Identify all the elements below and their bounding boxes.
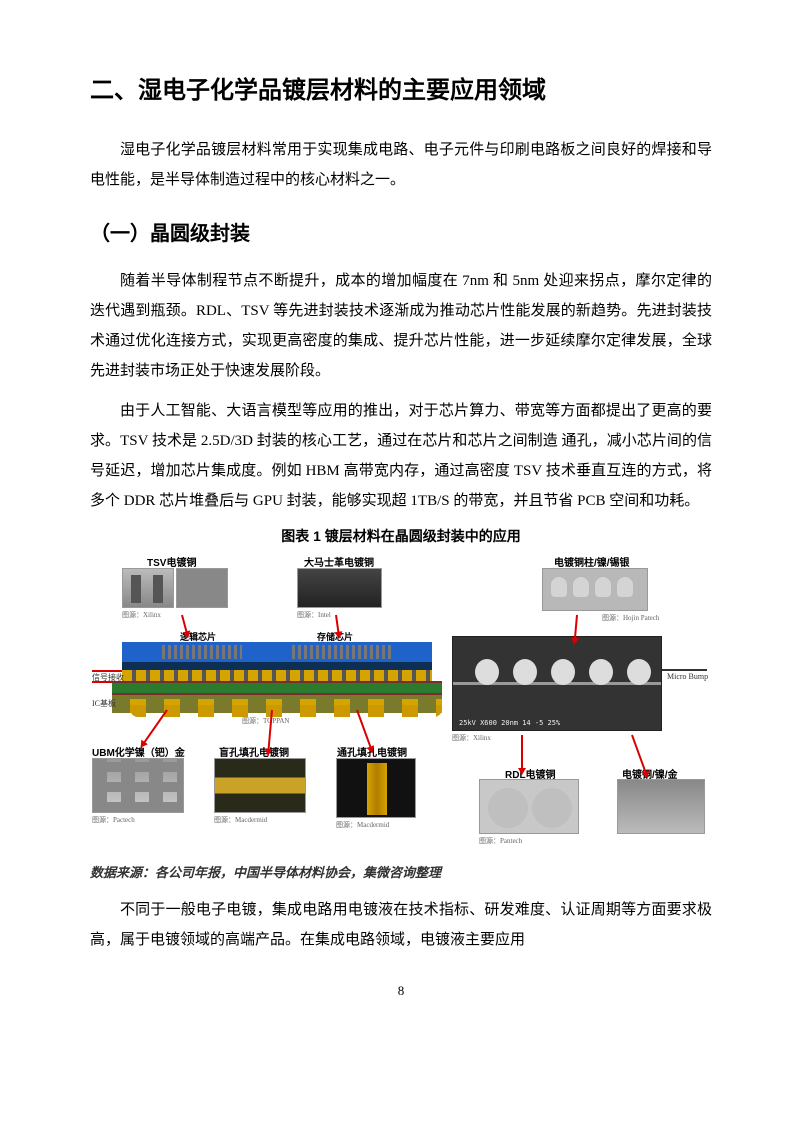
thumb-ubm — [92, 758, 184, 813]
arrow-rdl — [521, 735, 523, 769]
heading-1: 二、湿电子化学品镀层材料的主要应用领域 — [90, 70, 712, 105]
microbump-line — [662, 669, 707, 671]
label-blind: 盲孔填孔电镀铜 — [219, 744, 289, 759]
paragraph-3: 由于人工智能、大语言模型等应用的推出，对于芯片算力、带宽等方面都提出了更高的要求… — [90, 396, 712, 516]
src-toppan: 图源：TOPPAN — [242, 716, 289, 726]
src-macdermid-2: 图源：Macdermid — [336, 820, 389, 830]
label-tsv: TSV电镀铜 — [147, 554, 196, 569]
thumb-cunia — [617, 779, 705, 834]
thumb-through — [336, 758, 416, 818]
thumb-tsv-1 — [122, 568, 174, 608]
band-gold — [122, 670, 432, 681]
band-olive — [112, 695, 442, 713]
src-macdermid-1: 图源：Macdermid — [214, 815, 267, 825]
paragraph-4: 不同于一般电子电镀，集成电路用电镀液在技术指标、研发难度、认证周期等方面要求极高… — [90, 895, 712, 955]
label-pillar: 电镀铜柱/镍/锡银 — [554, 554, 630, 569]
heading-2: （一）晶圆级封装 — [90, 217, 712, 246]
paragraph-2: 随着半导体制程节点不断提升，成本的增加幅度在 7nm 和 5nm 处迎来拐点，摩… — [90, 266, 712, 386]
band-dark — [122, 662, 432, 670]
thumb-pillar — [542, 568, 648, 611]
label-microbump: Micro Bump — [667, 672, 708, 681]
thumb-damascus — [297, 568, 382, 608]
band-blue-top — [122, 642, 432, 662]
src-xilinx-1: 图源：Xilinx — [122, 610, 161, 620]
label-damascus: 大马士革电镀铜 — [304, 554, 374, 569]
thumb-rdl — [479, 779, 579, 834]
figure-1: TSV电镀铜 图源：Xilinx 大马士革电镀铜 图源：Intel 电镀铜柱/镍… — [92, 554, 710, 844]
src-xilinx-2: 图源：Xilinx — [452, 733, 491, 743]
page: 二、湿电子化学品镀层材料的主要应用领域 湿电子化学品镀层材料常用于实现集成电路、… — [0, 0, 802, 1039]
thumb-tsv-2 — [176, 568, 228, 608]
band-green — [112, 681, 442, 695]
src-pactech: 图源：Pactech — [92, 815, 135, 825]
label-signal: 信号接收 — [92, 672, 124, 683]
sem-meta: 25kV X600 20nm 14 -5 25% — [459, 719, 560, 727]
thumb-sem: 25kV X600 20nm 14 -5 25% — [452, 636, 662, 731]
page-number: 8 — [90, 983, 712, 999]
paragraph-1: 湿电子化学品镀层材料常用于实现集成电路、电子元件与印刷电路板之间良好的焊接和导电… — [90, 135, 712, 195]
thumb-blind — [214, 758, 306, 813]
src-hojin: 图源：Hojin Patech — [602, 613, 659, 623]
src-pantech: 图源：Pantech — [479, 836, 522, 846]
src-intel: 图源：Intel — [297, 610, 331, 620]
figure-caption: 图表 1 镀层材料在晶圆级封装中的应用 — [90, 526, 712, 546]
label-ic-substrate: IC基板 — [92, 698, 116, 709]
figure-source: 数据来源：各公司年报，中国半导体材料协会，集微咨询整理 — [90, 862, 712, 881]
